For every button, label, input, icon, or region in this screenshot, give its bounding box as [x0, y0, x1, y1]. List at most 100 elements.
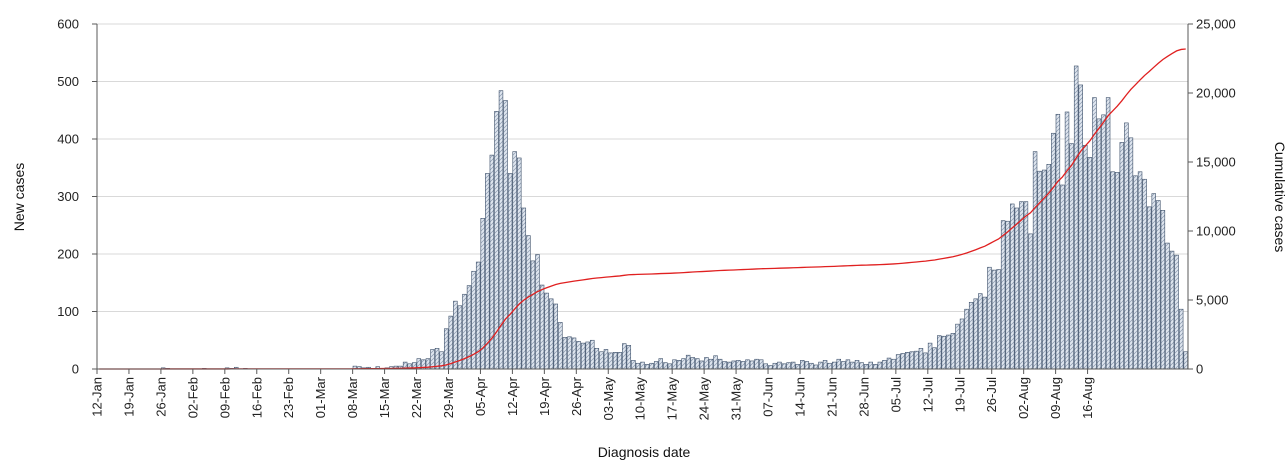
bar-day-111	[603, 349, 609, 370]
bar-day-140	[736, 360, 741, 370]
bar-series-new-cases	[160, 65, 1188, 370]
bar-day-189	[959, 318, 965, 370]
x-tick-label-12-Jul: 12-Jul	[920, 377, 935, 413]
bar-day-164	[845, 359, 851, 370]
bar-day-113	[612, 352, 618, 370]
x-tick-label-28-Jun: 28-Jun	[856, 377, 871, 417]
bar-day-171	[877, 361, 883, 370]
bar-day-115	[622, 343, 627, 370]
bar-day-144	[754, 358, 759, 370]
bar-day-186	[946, 334, 951, 370]
bar-day-190	[964, 308, 969, 370]
bar-day-161	[832, 361, 837, 370]
bar-day-132	[699, 360, 705, 370]
bar-day-156	[809, 362, 814, 370]
bar-day-150	[781, 363, 787, 370]
bar-day-204	[1028, 233, 1033, 370]
bar-day-169	[868, 361, 873, 370]
x-tick-label-26-Jan: 26-Jan	[153, 377, 168, 417]
x-tick-label-17-May: 17-May	[665, 377, 680, 421]
bar-day-211	[1060, 184, 1065, 370]
bar-day-237	[1178, 308, 1184, 370]
bar-day-135	[713, 355, 718, 370]
bar-day-122	[653, 361, 659, 370]
y2-tick-label-0: 0	[1196, 362, 1203, 377]
bar-day-228	[1137, 171, 1143, 370]
bar-day-76	[443, 328, 449, 370]
bar-day-187	[950, 333, 956, 370]
x-tick-label-05-Jul: 05-Jul	[888, 377, 903, 413]
y-tick-label-500: 500	[57, 74, 79, 89]
bar-day-180	[918, 347, 924, 370]
bar-day-179	[914, 350, 919, 370]
bar-day-105	[576, 341, 581, 370]
x-tick-label-14-Jun: 14-Jun	[792, 377, 807, 417]
bar-day-94	[526, 235, 531, 370]
x-axis-title: Diagnosis date	[598, 444, 691, 460]
bar-day-232	[1156, 200, 1161, 370]
bar-day-195	[987, 266, 992, 370]
bar-day-236	[1174, 254, 1179, 370]
y-tick-label-200: 200	[57, 247, 79, 262]
bar-day-131	[695, 358, 700, 370]
bar-day-172	[882, 360, 887, 370]
bar-day-92	[517, 157, 522, 370]
bar-day-145	[758, 359, 764, 370]
x-tick-label-15-Mar: 15-Mar	[377, 376, 392, 418]
bar-day-103	[567, 336, 572, 370]
bar-day-230	[1146, 206, 1152, 370]
bar-day-216	[1083, 145, 1088, 370]
x-tick-label-19-Jan: 19-Jan	[121, 377, 136, 417]
bar-day-90	[507, 173, 513, 370]
bar-day-138	[727, 361, 732, 370]
x-tick-label-22-Mar: 22-Mar	[409, 376, 424, 418]
bar-day-125	[667, 363, 673, 370]
bar-day-149	[777, 361, 782, 370]
bar-day-95	[530, 260, 536, 370]
bar-day-162	[836, 358, 841, 370]
bar-day-209	[1051, 132, 1056, 370]
bar-day-223	[1115, 172, 1120, 370]
y-tick-label-0: 0	[72, 362, 79, 377]
axes: 0 100 200 300 400 500 600 0 5,000 10,000 15,000 20,…	[57, 17, 1235, 421]
bar-day-77	[448, 315, 453, 370]
bar-day-158	[818, 361, 823, 370]
x-tick-label-12-Apr: 12-Apr	[505, 376, 520, 416]
y2-tick-label-20,000: 20,000	[1196, 86, 1236, 101]
bar-day-152	[790, 361, 796, 370]
bar-day-194	[982, 296, 988, 370]
bar-day-229	[1142, 178, 1147, 370]
bar-day-163	[841, 361, 846, 370]
bar-day-127	[676, 360, 682, 370]
x-tick-label-02-Aug: 02-Aug	[1016, 377, 1031, 419]
bar-day-221	[1105, 97, 1111, 370]
bar-day-182	[927, 342, 933, 370]
bar-day-148	[772, 362, 778, 370]
bar-day-128	[681, 358, 686, 370]
bar-day-178	[909, 351, 915, 370]
bar-day-199	[1005, 220, 1010, 370]
x-tick-label-02-Feb: 02-Feb	[185, 377, 200, 418]
bar-day-185	[941, 335, 946, 370]
x-tick-label-09-Feb: 09-Feb	[217, 377, 232, 418]
bar-day-224	[1119, 142, 1125, 370]
bar-day-142	[745, 359, 750, 370]
bar-day-101	[558, 322, 563, 370]
bar-day-100	[553, 303, 558, 370]
bar-day-177	[905, 352, 910, 370]
bar-day-238	[1183, 351, 1188, 370]
bar-day-155	[804, 361, 810, 370]
bar-day-124	[663, 362, 668, 370]
bar-day-210	[1055, 113, 1061, 370]
bar-day-121	[649, 362, 654, 370]
x-tick-label-26-Apr: 26-Apr	[569, 376, 584, 416]
bar-day-98	[544, 292, 549, 370]
bar-day-78	[453, 300, 458, 370]
bar-day-218	[1092, 97, 1097, 370]
bar-day-166	[854, 360, 860, 370]
bar-day-222	[1110, 171, 1115, 370]
bar-day-157	[813, 364, 819, 370]
bar-day-112	[608, 352, 613, 370]
